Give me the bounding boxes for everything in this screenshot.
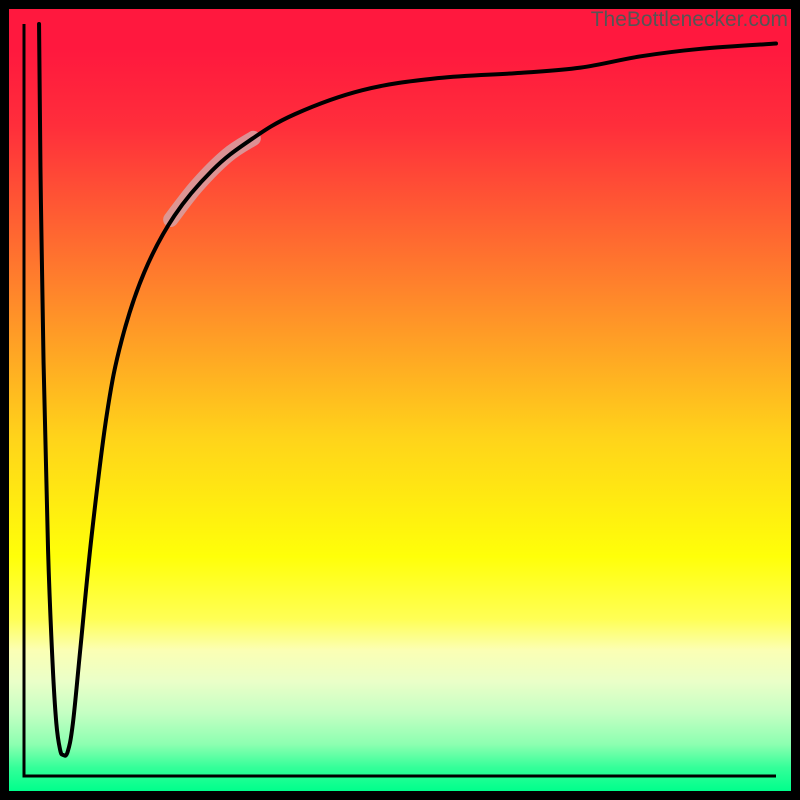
chart-background <box>9 9 791 791</box>
chart-svg <box>0 0 800 800</box>
chart-container: TheBottlenecker.com <box>0 0 800 800</box>
watermark-text: TheBottlenecker.com <box>591 8 788 32</box>
